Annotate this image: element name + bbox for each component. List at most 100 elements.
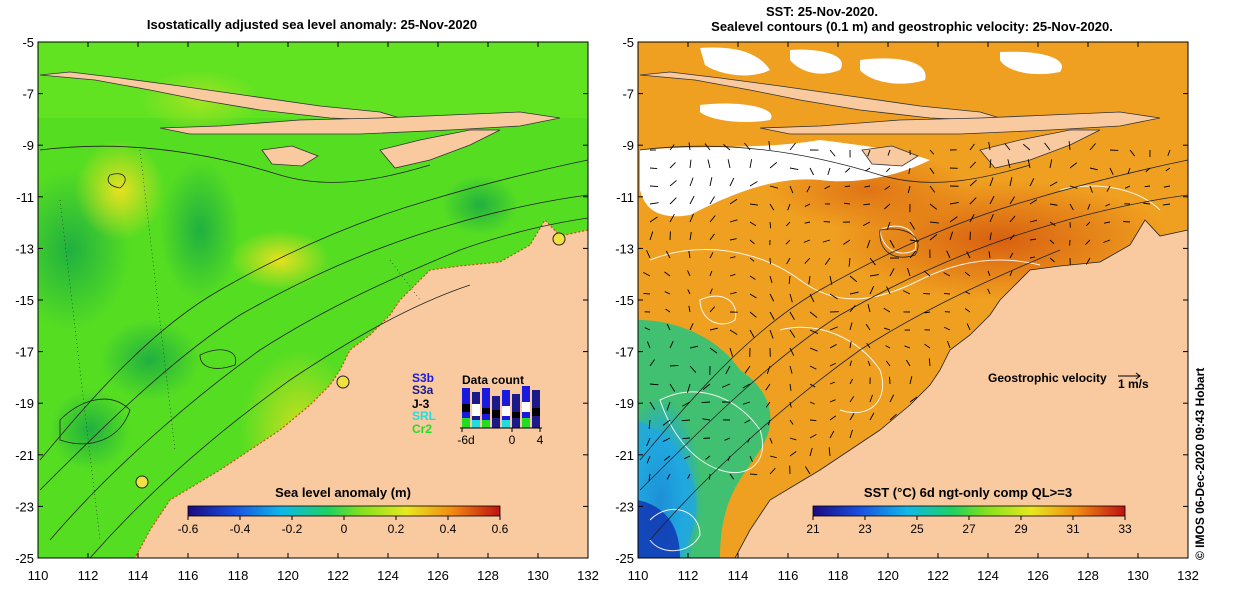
velocity-arrow xyxy=(809,433,817,439)
velocity-arrow xyxy=(904,345,911,349)
velocity-arrow xyxy=(789,293,793,303)
velocity-legend-scale: 1 m/s xyxy=(1118,377,1149,391)
velocity-arrow xyxy=(664,291,671,295)
velocity-arrow xyxy=(809,167,814,176)
velocity-arrow xyxy=(1089,167,1098,171)
sst-lat-label: -9 xyxy=(622,138,634,153)
velocity-arrow xyxy=(909,250,917,259)
sst-lat-label: -25 xyxy=(615,551,634,566)
velocity-arrow xyxy=(1143,202,1151,205)
sla-colorbar-ticks: -0.6 -0.4 -0.2 0 0.2 0.4 0.6 xyxy=(178,516,509,536)
sla-lat-label: -25 xyxy=(15,551,34,566)
velocity-arrow xyxy=(765,401,771,408)
velocity-arrow xyxy=(966,323,971,331)
velocity-arrow xyxy=(669,197,677,205)
sst-colorbar-ticks: 21 23 25 27 29 31 33 xyxy=(806,516,1132,536)
velocity-arrow xyxy=(709,288,713,295)
sla-low-anomaly xyxy=(100,320,200,400)
velocity-arrow xyxy=(949,216,958,223)
velocity-arrow xyxy=(669,213,675,223)
velocity-arrow xyxy=(664,271,671,277)
sla-colorbar-tick-label: -0.2 xyxy=(282,522,303,536)
sst-lon-label: 110 xyxy=(628,568,649,583)
data-count-bars xyxy=(460,386,542,432)
velocity-arrow xyxy=(829,430,835,439)
sla-low-anomaly xyxy=(160,160,240,300)
satellite-label: S3a xyxy=(412,383,434,397)
velocity-arrow xyxy=(687,289,691,295)
timor-island xyxy=(979,129,1101,169)
velocity-arrow xyxy=(709,215,716,223)
sst-colorbar: SST (°C) 6d ngt-only comp QL>=3 21 23 25 27… xyxy=(806,485,1132,536)
sst-lon-label: 120 xyxy=(877,568,899,583)
velocity-arrow xyxy=(769,467,776,475)
sla-lat-label: -7 xyxy=(22,87,34,102)
velocity-arrow xyxy=(1069,162,1078,169)
velocity-arrow xyxy=(849,378,853,385)
velocity-arrow xyxy=(829,293,838,300)
velocity-arrow xyxy=(809,311,818,318)
velocity-arrow xyxy=(769,329,774,339)
velocity-arrow xyxy=(809,401,815,405)
sla-lat-label: -19 xyxy=(15,396,34,411)
velocity-arrow xyxy=(665,308,671,313)
velocity-arrow xyxy=(1009,215,1016,223)
sla-colorbar-label: Sea level anomaly (m) xyxy=(275,485,411,500)
velocity-arrow xyxy=(849,275,858,283)
sst-lat-label: -11 xyxy=(616,190,634,205)
sst-lon-label: 130 xyxy=(1127,568,1149,583)
sst-colorbar-scale xyxy=(812,505,1126,517)
velocity-arrow xyxy=(1127,167,1131,175)
velocity-arrow xyxy=(644,327,651,331)
velocity-legend: Geostrophic velocity 1 m/s xyxy=(988,371,1149,391)
velocity-arrow xyxy=(744,365,751,374)
velocity-arrow xyxy=(964,271,971,277)
velocity-arrow xyxy=(689,159,692,169)
sla-colorbar-tick-label: 0.2 xyxy=(388,522,405,536)
velocity-arrow xyxy=(705,455,711,460)
velocity-arrow xyxy=(884,185,891,191)
velocity-arrow xyxy=(1004,143,1011,151)
velocity-arrow xyxy=(669,180,677,187)
velocity-arrow xyxy=(725,365,731,375)
velocity-arrow xyxy=(724,437,731,441)
sla-colorbar-scale xyxy=(187,505,501,517)
sst-coldest-region xyxy=(638,500,680,558)
velocity-arrow xyxy=(665,250,671,259)
velocity-arrow xyxy=(669,340,674,349)
lesser-sunda-islands xyxy=(159,111,561,135)
data-count-tick: -6d xyxy=(457,433,474,447)
velocity-arrow xyxy=(849,429,853,439)
sla-colorbar-tick-label: 0.4 xyxy=(440,522,457,536)
bathymetry-contours xyxy=(39,145,588,558)
velocity-arrow xyxy=(769,311,775,320)
velocity-arrow xyxy=(749,203,758,206)
velocity-arrow xyxy=(669,365,679,367)
velocity-arrow xyxy=(729,291,737,295)
velocity-arrow xyxy=(943,272,951,277)
velocity-arrow xyxy=(709,233,715,241)
velocity-arrow xyxy=(966,251,971,259)
velocity-arrow xyxy=(1049,221,1056,227)
velocity-arrow xyxy=(989,159,992,169)
velocity-arrow xyxy=(989,195,995,205)
velocity-arrow xyxy=(907,185,911,194)
velocity-arrow xyxy=(929,203,938,210)
velocity-arrow xyxy=(869,257,876,266)
satellite-label: SRL xyxy=(412,409,436,423)
velocity-arrow xyxy=(649,167,658,170)
velocity-arrow xyxy=(809,419,817,421)
velocity-arrow xyxy=(709,196,715,205)
australia-mainland xyxy=(135,220,588,558)
velocity-arrow xyxy=(1029,219,1038,223)
velocity-arrow xyxy=(923,292,931,295)
velocity-arrow xyxy=(964,308,971,313)
velocity-arrow xyxy=(787,203,791,211)
velocity-arrow xyxy=(1009,234,1015,241)
velocity-arrow xyxy=(929,221,939,224)
velocity-arrow xyxy=(949,201,959,205)
velocity-arrow xyxy=(987,288,991,295)
velocity-arrow xyxy=(1087,203,1091,210)
velocity-arrow xyxy=(929,185,936,193)
velocity-arrow xyxy=(666,401,671,411)
